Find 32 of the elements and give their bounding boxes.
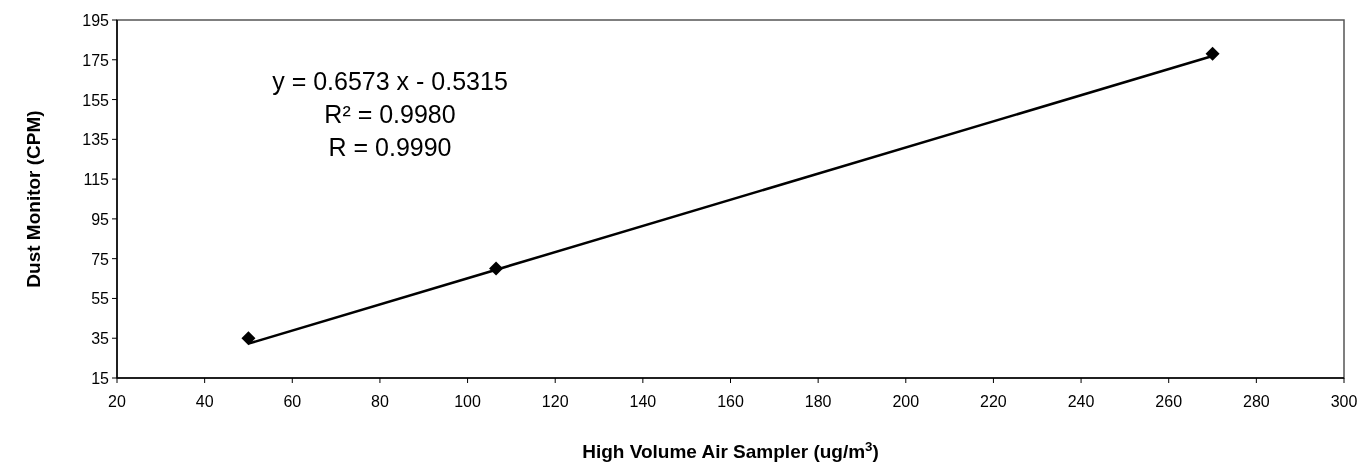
annotation: R² = 0.9980 [324,100,456,128]
x-tick-label: 300 [1330,393,1358,410]
y-tick-label: 15 [91,370,110,387]
y-tick-label: 135 [82,131,110,149]
y-tick-label: 95 [91,210,110,228]
x-tick-label: 100 [454,393,482,410]
y-tick-label: 195 [82,12,110,29]
x-tick-label: 240 [1067,393,1095,410]
y-tick-label: 55 [91,290,110,308]
x-tick-label: 220 [980,393,1007,410]
annotation: R = 0.9990 [328,133,452,161]
x-tick-label: 120 [541,393,569,410]
x-tick-label: 200 [892,393,920,410]
x-axis-title: High Volume Air Sampler (ug/m$^{3}$) [582,438,879,462]
y-axis-title: Dust Monitor (CPM) [23,110,44,288]
x-tick-label: 260 [1155,393,1183,410]
x-tick-label: 80 [371,393,389,410]
y-tick-label: 75 [91,250,110,268]
x-tick-label: 160 [717,393,744,410]
point [1205,46,1220,61]
y-tick-label: 175 [82,51,110,69]
x-tick-label: 140 [629,393,657,410]
x-tick-label: 40 [195,393,214,410]
point [241,331,256,346]
x-tick-label: 20 [108,393,126,410]
annotation: y = 0.6573 x - 0.5315 [272,67,508,95]
y-tick-label: 115 [83,171,110,189]
y-tick-label: 155 [82,91,110,109]
x-tick-label: 180 [804,393,832,410]
x-tick-label: 60 [283,393,302,410]
x-tick-label: 280 [1243,393,1270,410]
y-tick-label: 35 [91,330,110,348]
